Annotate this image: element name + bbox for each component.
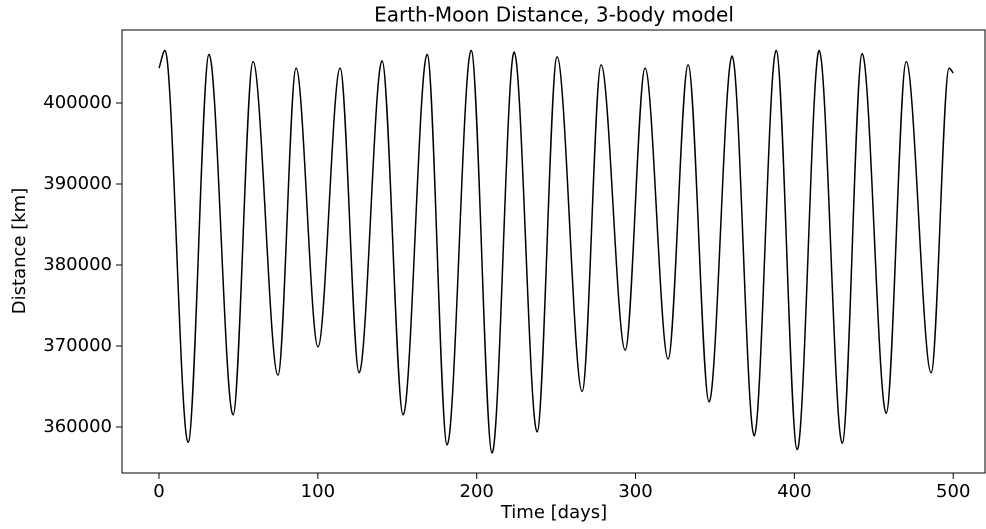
- y-tick-label: 390000: [43, 173, 112, 194]
- x-axis-label: Time [days]: [500, 502, 607, 523]
- y-tick-label: 360000: [43, 416, 112, 437]
- x-tick-label: 300: [618, 481, 652, 502]
- y-axis-label: Distance [km]: [9, 188, 30, 314]
- x-tick-label: 100: [301, 481, 335, 502]
- x-tick-label: 500: [936, 481, 970, 502]
- y-tick-label: 400000: [43, 92, 112, 113]
- y-tick-label: 370000: [43, 335, 112, 356]
- plot-frame: [121, 29, 986, 474]
- x-tick-label: 400: [777, 481, 811, 502]
- chart-title: Earth-Moon Distance, 3-body model: [374, 3, 734, 27]
- x-tick-label: 0: [153, 481, 164, 502]
- x-tick-label: 200: [460, 481, 494, 502]
- line-series: [158, 49, 954, 454]
- y-tick-label: 380000: [43, 254, 112, 275]
